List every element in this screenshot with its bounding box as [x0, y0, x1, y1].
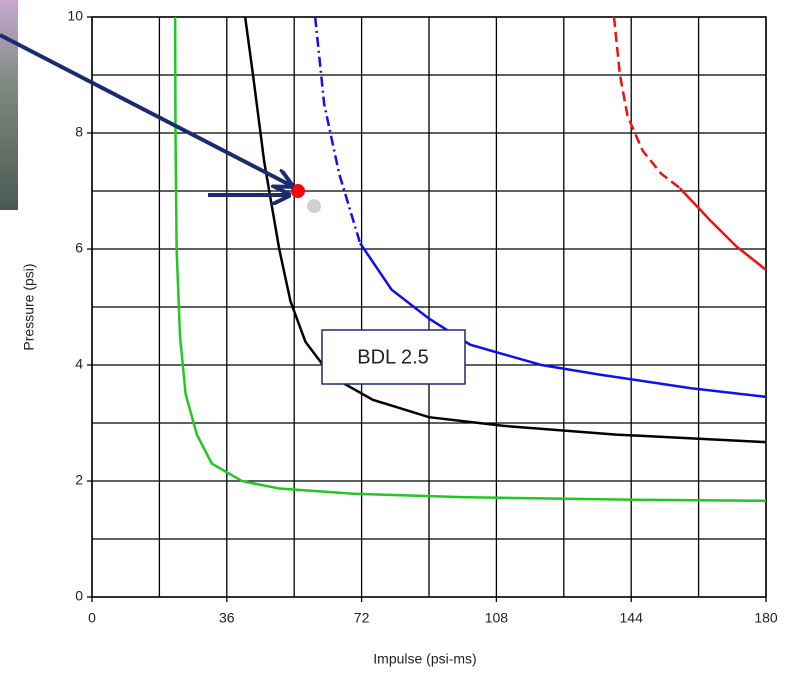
- y-tick-label: 10: [67, 8, 83, 24]
- x-axis-label: Impulse (psi-ms): [373, 651, 476, 667]
- x-tick-label: 0: [88, 610, 96, 626]
- curve: [173, 16, 767, 502]
- x-tick-label: 180: [754, 610, 778, 626]
- data-point: [307, 199, 322, 214]
- curve: [678, 187, 767, 271]
- y-tick-label: 2: [75, 472, 83, 488]
- plot-frame: [91, 16, 767, 598]
- y-tick-label: 6: [75, 240, 83, 256]
- y-tick-label: 4: [75, 356, 83, 372]
- y-tick-label: 0: [75, 588, 83, 604]
- curve: [359, 242, 767, 399]
- photo-crop: [0, 0, 18, 210]
- x-tick-label: 108: [485, 610, 509, 626]
- curve: [243, 16, 767, 444]
- curve: [612, 16, 681, 190]
- data-point: [290, 184, 305, 198]
- curve: [313, 16, 362, 244]
- arrow: [0, 33, 290, 185]
- x-tick-label: 72: [354, 610, 370, 626]
- y-tick-label: 8: [75, 124, 83, 140]
- x-tick-label: 144: [620, 610, 644, 626]
- x-tick-label: 36: [219, 610, 235, 626]
- annotation: BDL 2.5: [357, 346, 429, 368]
- y-axis-label: Pressure (psi): [21, 263, 37, 350]
- annotation-box: [321, 329, 466, 385]
